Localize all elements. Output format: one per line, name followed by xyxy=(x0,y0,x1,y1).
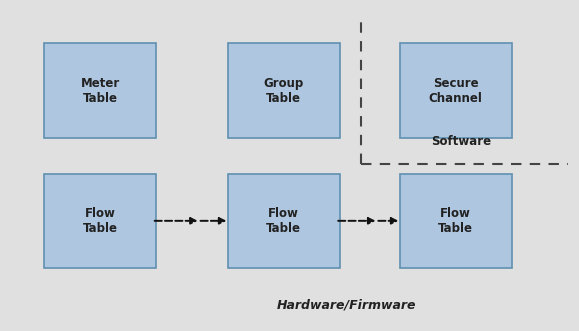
Text: Hardware/Firmware: Hardware/Firmware xyxy=(277,299,417,312)
FancyBboxPatch shape xyxy=(228,43,340,138)
Text: Group
Table: Group Table xyxy=(263,77,304,105)
FancyBboxPatch shape xyxy=(400,174,512,268)
Text: Flow
Table: Flow Table xyxy=(83,207,118,235)
FancyBboxPatch shape xyxy=(45,174,156,268)
Text: Software: Software xyxy=(431,135,492,148)
Text: Meter
Table: Meter Table xyxy=(80,77,120,105)
FancyBboxPatch shape xyxy=(45,43,156,138)
Text: Flow
Table: Flow Table xyxy=(266,207,301,235)
FancyBboxPatch shape xyxy=(400,43,512,138)
FancyBboxPatch shape xyxy=(228,174,340,268)
Text: Secure
Channel: Secure Channel xyxy=(429,77,483,105)
Text: Flow
Table: Flow Table xyxy=(438,207,473,235)
